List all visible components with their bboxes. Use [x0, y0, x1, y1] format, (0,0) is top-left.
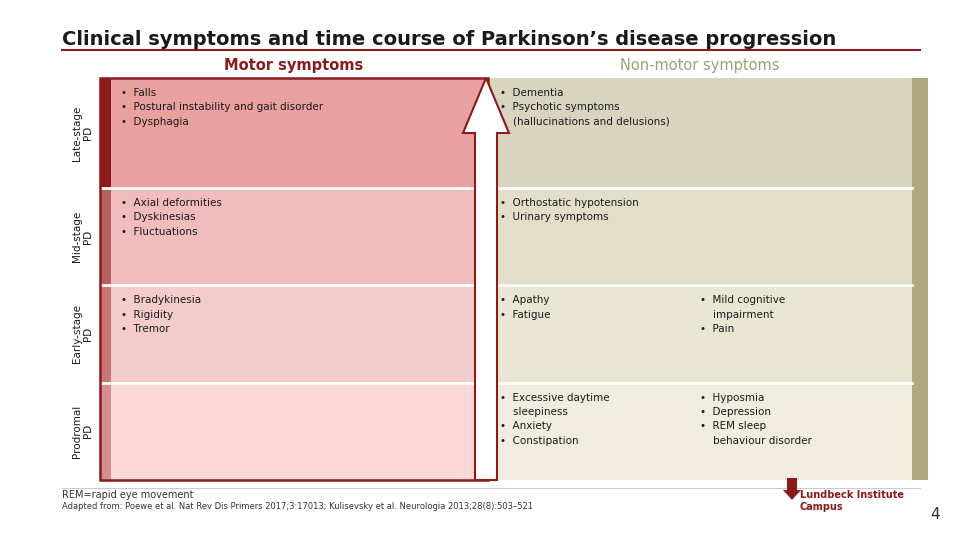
- Bar: [111, 383, 488, 480]
- Text: Prodromal
PD: Prodromal PD: [72, 404, 93, 458]
- Polygon shape: [783, 478, 801, 500]
- Text: •  Mild cognitive
    impairment
•  Pain: • Mild cognitive impairment • Pain: [700, 295, 785, 334]
- Text: Mid-stage
PD: Mid-stage PD: [72, 211, 93, 262]
- Text: •  Bradykinesia
•  Rigidity
•  Tremor: • Bradykinesia • Rigidity • Tremor: [121, 295, 202, 334]
- Text: •  Excessive daytime
    sleepiness
•  Anxiety
•  Constipation: • Excessive daytime sleepiness • Anxiety…: [500, 393, 610, 446]
- Text: REM=rapid eye movement: REM=rapid eye movement: [62, 490, 194, 500]
- Text: Early-stage
PD: Early-stage PD: [72, 305, 93, 363]
- Text: •  Hyposmia
•  Depression
•  REM sleep
    behaviour disorder: • Hyposmia • Depression • REM sleep beha…: [700, 393, 812, 446]
- Text: •  Orthostatic hypotension
•  Urinary symptoms: • Orthostatic hypotension • Urinary symp…: [500, 198, 638, 222]
- Bar: [111, 285, 488, 383]
- Bar: [912, 383, 928, 480]
- Text: Non-motor symptoms: Non-motor symptoms: [620, 58, 780, 73]
- Bar: [912, 188, 928, 285]
- Bar: [488, 188, 912, 285]
- Bar: [111, 78, 488, 188]
- Bar: [488, 78, 912, 188]
- Bar: [488, 285, 912, 383]
- Polygon shape: [463, 78, 509, 480]
- Text: Lundbeck Institute
Campus: Lundbeck Institute Campus: [800, 490, 904, 512]
- Text: 4: 4: [930, 507, 940, 522]
- Text: Motor symptoms: Motor symptoms: [225, 58, 364, 73]
- Bar: [912, 285, 928, 383]
- Bar: [100, 285, 111, 383]
- Text: Adapted from: Poewe et al. Nat Rev Dis Primers 2017;3:17013; Kulisevsky et al. N: Adapted from: Poewe et al. Nat Rev Dis P…: [62, 502, 533, 511]
- Bar: [111, 188, 488, 285]
- Bar: [912, 78, 928, 188]
- Text: •  Axial deformities
•  Dyskinesias
•  Fluctuations: • Axial deformities • Dyskinesias • Fluc…: [121, 198, 222, 237]
- Bar: [100, 188, 111, 285]
- Text: •  Dementia
•  Psychotic symptoms
    (hallucinations and delusions): • Dementia • Psychotic symptoms (halluci…: [500, 88, 670, 127]
- Bar: [488, 383, 912, 480]
- Bar: [100, 78, 488, 480]
- Bar: [100, 383, 111, 480]
- Text: Late-stage
PD: Late-stage PD: [72, 105, 93, 161]
- Bar: [100, 78, 111, 188]
- Text: •  Falls
•  Postural instability and gait disorder
•  Dysphagia: • Falls • Postural instability and gait …: [121, 88, 324, 127]
- Text: •  Apathy
•  Fatigue: • Apathy • Fatigue: [500, 295, 550, 320]
- Text: Clinical symptoms and time course of Parkinson’s disease progression: Clinical symptoms and time course of Par…: [62, 30, 836, 49]
